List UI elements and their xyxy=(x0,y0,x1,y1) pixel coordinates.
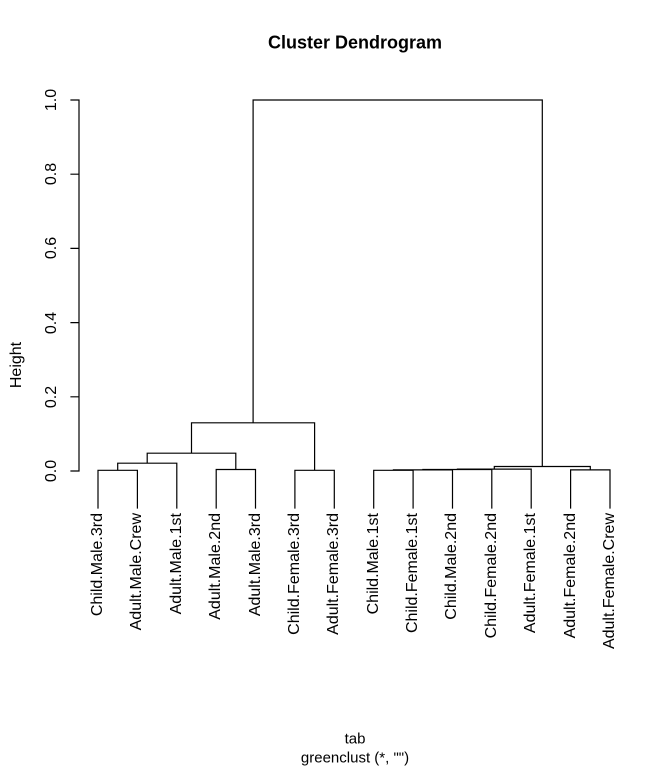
y-tick-label: 0.4 xyxy=(43,311,60,334)
leaf-label: Adult.Male.3rd xyxy=(246,513,264,617)
leaf-label: Child.Male.3rd xyxy=(89,513,106,617)
leaf-label: Adult.Female.1st xyxy=(522,513,540,634)
leaf-label: Child.Male.2nd xyxy=(443,513,461,620)
y-tick-label: 0.2 xyxy=(43,385,60,408)
leaf-label: Child.Male.1st xyxy=(364,513,382,615)
dendrogram-links xyxy=(97,99,611,509)
clust-method-caption: greenclust (*, "") xyxy=(300,749,410,767)
leaf-label: Child.Female.2nd xyxy=(482,513,500,639)
leaf-label: Child.Female.3rd xyxy=(285,513,303,635)
leaf-label: Adult.Male.Crew xyxy=(128,513,146,631)
x-axis-label: tab xyxy=(344,730,366,748)
leaf-label: Adult.Female.2nd xyxy=(561,513,579,639)
y-axis-label: Height xyxy=(8,341,25,389)
y-axis xyxy=(70,99,80,472)
leaf-label: Adult.Male.2nd xyxy=(207,513,225,620)
y-tick-label: 0.0 xyxy=(43,459,60,483)
y-tick-label: 1.0 xyxy=(43,88,60,112)
y-tick-label: 0.8 xyxy=(43,163,60,186)
chart-title: Cluster Dendrogram xyxy=(267,32,443,53)
leaf-label: Child.Female.1st xyxy=(404,513,422,634)
leaf-label: Adult.Female.3rd xyxy=(325,513,343,635)
leaf-label: Adult.Female.Crew xyxy=(601,513,618,650)
leaf-label: Adult.Male.1st xyxy=(167,513,185,615)
y-tick-label: 0.6 xyxy=(43,237,60,260)
